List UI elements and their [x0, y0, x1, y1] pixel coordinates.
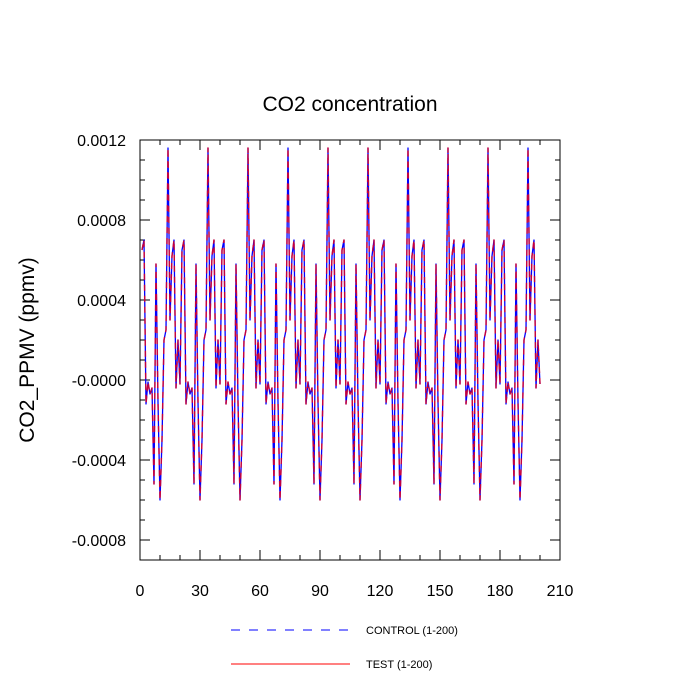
- y-tick-label: -0.0008: [72, 533, 126, 550]
- x-tick-label: 180: [487, 583, 514, 600]
- plot-border: [139, 139, 561, 561]
- x-tick-label: 60: [251, 583, 269, 600]
- x-tick-label: 210: [547, 583, 574, 600]
- axis-ticks: [139, 139, 561, 561]
- chart-title: CO2 concentration: [262, 93, 437, 116]
- y-tick-label: 0.0012: [77, 133, 126, 150]
- series-layer: [141, 147, 541, 501]
- series-test: [141, 147, 541, 501]
- x-tick-label: 30: [191, 583, 209, 600]
- y-tick-label: -0.0000: [72, 373, 126, 390]
- x-tick-label: 150: [427, 583, 454, 600]
- axis-tick-labels: 0 30 60 90 120 150 180 210 -0.0008 -0.0004 -0.0000…: [72, 133, 574, 600]
- legend-label-control: CONTROL (1-200): [366, 625, 458, 637]
- x-tick-label: 0: [136, 583, 145, 600]
- plot-frame: [139, 139, 561, 561]
- legend: CONTROL (1-200) TEST (1-200): [231, 625, 458, 671]
- y-tick-label: 0.0008: [77, 213, 126, 230]
- x-tick-label: 90: [311, 583, 329, 600]
- y-tick-label: 0.0004: [77, 293, 126, 310]
- y-axis-label: CO2_PPMV (ppmv): [16, 257, 39, 443]
- legend-label-test: TEST (1-200): [366, 659, 432, 671]
- y-tick-label: -0.0004: [72, 453, 126, 470]
- x-tick-label: 120: [367, 583, 394, 600]
